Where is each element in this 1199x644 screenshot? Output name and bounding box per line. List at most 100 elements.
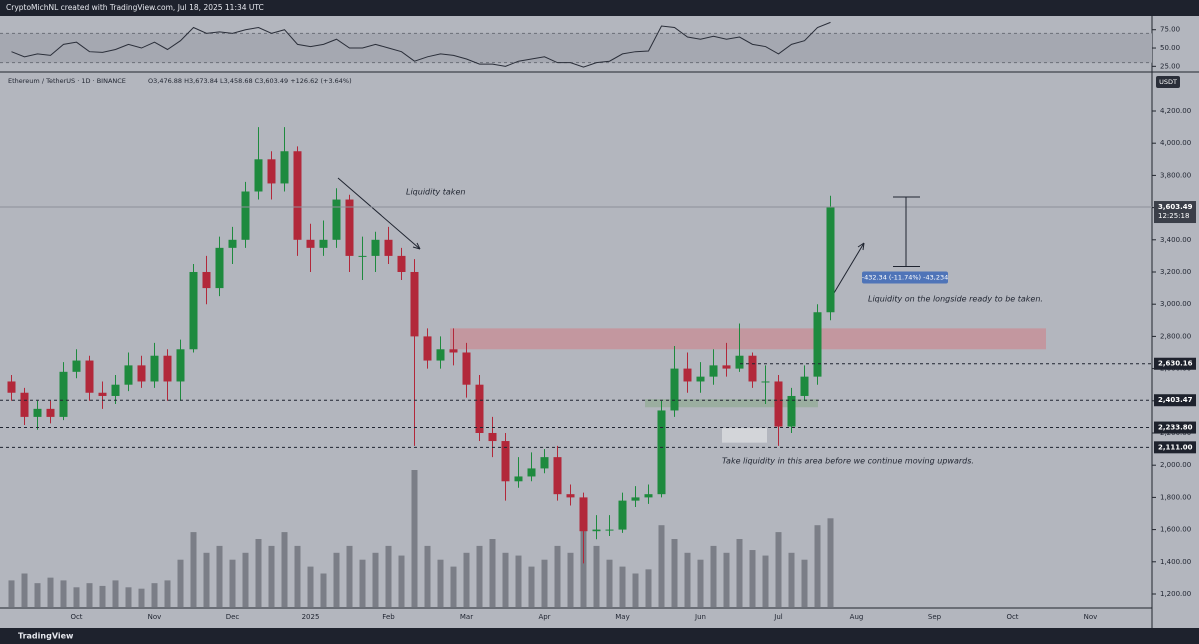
- volume-bar: [450, 566, 457, 608]
- candle-body: [813, 312, 822, 377]
- y-tick-label: 2,800.00: [1160, 332, 1191, 340]
- candle-body: [735, 355, 744, 369]
- candle-body: [137, 365, 146, 382]
- rsi-tick-label: 50.00: [1160, 44, 1180, 52]
- candle-body: [475, 384, 484, 433]
- candle-body: [748, 355, 757, 382]
- candle-body: [488, 432, 497, 442]
- candle-body: [462, 352, 471, 385]
- x-tick-label: Dec: [226, 613, 240, 621]
- zone: [645, 399, 818, 408]
- volume-bar: [294, 545, 301, 608]
- candle-body: [124, 365, 133, 385]
- bottom-bar: [0, 628, 1199, 644]
- candle-body: [85, 360, 94, 393]
- candle-body: [228, 239, 237, 248]
- volume-bar: [34, 583, 41, 608]
- volume-bar: [632, 573, 639, 608]
- volume-bar: [554, 545, 561, 608]
- candle-body: [46, 408, 55, 417]
- last-price-label: 3,603.49: [1158, 203, 1193, 211]
- volume-bar: [593, 545, 600, 608]
- candle-body: [410, 271, 419, 337]
- annotation: Liquidity on the longside ready to be ta…: [868, 295, 1043, 304]
- currency-badge: [1156, 76, 1180, 88]
- volume-bar: [541, 559, 548, 608]
- annotation: Liquidity taken: [406, 188, 465, 197]
- volume-bar: [775, 532, 782, 608]
- level-tag: [1154, 441, 1196, 454]
- candle-body: [241, 191, 250, 240]
- candle-body: [319, 239, 328, 248]
- candle-body: [33, 408, 42, 417]
- candle-body: [293, 151, 302, 240]
- volume-bar: [385, 545, 392, 608]
- candle-body: [384, 239, 393, 256]
- candle-body: [670, 368, 679, 411]
- y-tick-label: 1,800.00: [1160, 493, 1191, 501]
- x-tick-label: May: [615, 613, 629, 621]
- candle-body: [514, 476, 523, 482]
- volume-bar: [177, 559, 184, 608]
- candle-body: [800, 376, 809, 396]
- volume-bar: [398, 555, 405, 608]
- level-label: 2,111.00: [1158, 443, 1193, 451]
- volume-bar: [164, 580, 171, 608]
- candle-body: [540, 457, 549, 469]
- volume-bar: [762, 555, 769, 608]
- volume-bar: [99, 585, 106, 608]
- volume-bar: [502, 552, 509, 608]
- x-tick-label: Nov: [148, 613, 162, 621]
- candle-body: [566, 494, 575, 498]
- arrow-head: [412, 242, 421, 250]
- x-tick-label: Oct: [70, 613, 82, 621]
- y-tick-label: 4,200.00: [1160, 107, 1191, 115]
- volume-bar: [645, 569, 652, 608]
- candle-body: [423, 336, 432, 361]
- volume-bar: [125, 587, 132, 608]
- candle-body: [332, 199, 341, 240]
- volume-bar: [255, 539, 262, 608]
- y-tick-label: 3,000.00: [1160, 300, 1191, 308]
- x-tick-label: Sep: [928, 613, 942, 621]
- candle-body: [722, 365, 731, 369]
- volume-bar: [619, 566, 626, 608]
- candle-body: [761, 381, 770, 383]
- volume-bar: [801, 559, 808, 608]
- candle-body: [345, 199, 354, 256]
- volume-bar: [697, 559, 704, 608]
- rsi-line: [11, 21, 831, 68]
- candle-body: [267, 159, 276, 184]
- ohlc-legend: O3,476.88 H3,673.84 L3,458.68 C3,603.49 …: [148, 77, 352, 85]
- zone: [722, 428, 767, 443]
- volume-bar: [203, 552, 210, 608]
- volume-bar: [242, 552, 249, 608]
- volume-bar: [814, 525, 821, 608]
- candle-body: [176, 349, 185, 382]
- candle-body: [696, 376, 705, 382]
- y-tick-label: 1,200.00: [1160, 590, 1191, 598]
- volume-bar: [671, 539, 678, 608]
- candle-body: [553, 457, 562, 495]
- measure-label: -432.34 (-11.74%) -43,234: [862, 274, 949, 282]
- level-label: 2,630.16: [1158, 360, 1193, 368]
- volume-bar: [73, 587, 80, 608]
- x-tick-label: Nov: [1084, 613, 1098, 621]
- volume-bar: [281, 532, 288, 608]
- volume-bar: [47, 577, 54, 608]
- volume-bar: [372, 552, 379, 608]
- y-tick-label: 2,000.00: [1160, 461, 1191, 469]
- symbol: Ethereum / TetherUS · 1D · BINANCE: [8, 77, 126, 85]
- arrow-head: [857, 242, 865, 251]
- rsi-tick-label: 75.00: [1160, 26, 1180, 34]
- volume-bar: [112, 580, 119, 608]
- x-tick-label: Jun: [694, 613, 706, 621]
- candle-body: [592, 529, 601, 532]
- candle-body: [657, 410, 666, 495]
- volume-bar: [411, 470, 418, 608]
- y-tick-label: 3,800.00: [1160, 171, 1191, 179]
- candle-body: [306, 239, 315, 248]
- measure-box: [862, 271, 948, 284]
- volume-bar: [307, 566, 314, 608]
